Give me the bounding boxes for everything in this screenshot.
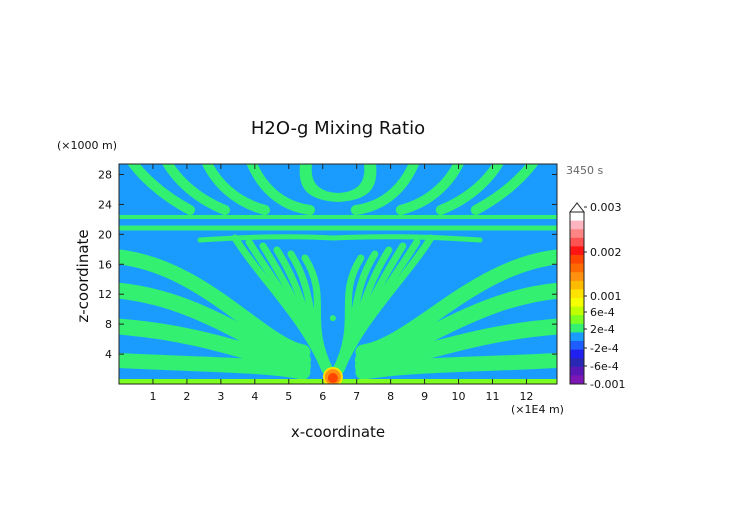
y-tick-label: 28 (98, 168, 112, 181)
x-tick-label: 2 (183, 390, 190, 403)
colorbar-swatch (570, 220, 584, 230)
colorbar-swatch (570, 358, 584, 368)
x-tick-label: 5 (285, 390, 292, 403)
colorbar-swatch (570, 366, 584, 376)
contour-band (127, 164, 195, 215)
x-tick-label: 1 (149, 390, 156, 403)
colorbar-label: 2e-4 (590, 323, 615, 336)
x-tick-label: 9 (421, 390, 428, 403)
source-plume (322, 367, 343, 384)
colorbar-swatch (570, 298, 584, 307)
x-unit-label: (×1E4 m) (511, 403, 564, 416)
contour-band (311, 164, 365, 193)
y-tick-label: 16 (98, 258, 112, 271)
colorbar-swatch (570, 263, 584, 273)
contour-band (332, 254, 365, 374)
plot-frame (118, 163, 558, 385)
plume-contour (327, 373, 338, 383)
colorbar-label: 6e-4 (590, 306, 615, 319)
x-tick-label: 3 (217, 390, 224, 403)
contour-band (355, 249, 557, 360)
contour-band (201, 164, 270, 215)
colorbar-swatch (570, 306, 584, 316)
colorbar-swatch (570, 341, 584, 350)
y-tick-label: 20 (98, 228, 112, 241)
x-axis: 1 2 3 4 5 6 7 8 9 10 11 12 (149, 164, 533, 403)
colorbar-swatch (570, 246, 584, 256)
colorbar-swatch (570, 280, 584, 290)
colorbar-swatch (570, 212, 584, 221)
contour-band (162, 164, 230, 215)
colorbar-label: 0.001 (590, 290, 622, 303)
x-tick-label: 7 (353, 390, 360, 403)
y-tick-label: 8 (105, 318, 112, 331)
colorbar-swatch (570, 229, 584, 239)
colorbar-label: -6e-4 (590, 360, 619, 373)
colorbar-label: 0.002 (590, 246, 622, 259)
x-tick-label: 6 (319, 390, 326, 403)
x-tick-label: 12 (519, 390, 533, 403)
x-tick-label: 4 (251, 390, 258, 403)
colorbar-swatch (570, 289, 584, 299)
contour-band (470, 164, 539, 215)
x-axis-label: x-coordinate (291, 423, 385, 441)
colorbar-label: -0.001 (590, 378, 625, 391)
contour-band (350, 164, 420, 215)
contour-band (197, 234, 483, 243)
y-axis: 4 8 12 16 20 24 28 (98, 168, 557, 361)
colorbar: 0.003 0.002 0.001 6e-4 2e-4 -2e-4 -6e-4 -0.001 (568, 201, 625, 391)
colorbar-label: -2e-4 (590, 342, 619, 355)
y-tick-label: 24 (98, 198, 112, 211)
colorbar-frame (569, 211, 585, 385)
plot-area (118, 163, 558, 385)
x-tick-label: 10 (452, 390, 466, 403)
y-tick-label: 4 (105, 348, 112, 361)
contour-band (435, 164, 504, 215)
x-tick-label: 8 (387, 390, 394, 403)
colorbar-swatch (570, 332, 584, 342)
x-tick-label: 11 (485, 390, 499, 403)
colorbar-swatch (570, 237, 584, 247)
colorbar-swatch (570, 315, 584, 325)
time-label: 3450 s (566, 164, 603, 177)
colorbar-swatch (570, 375, 584, 385)
colorbar-swatch (570, 272, 584, 282)
colorbar-arrow (568, 202, 586, 213)
y-unit-label: (×1000 m) (57, 139, 117, 152)
contour-band (354, 282, 557, 368)
colorbar-swatch (570, 349, 584, 359)
chart-title: H2O-g Mixing Ratio (251, 118, 425, 139)
contour-bands (119, 164, 557, 384)
contour-band (246, 164, 315, 215)
colorbar-swatch (570, 323, 584, 333)
contour-band (329, 315, 336, 322)
colorbar-label: 0.003 (590, 201, 622, 214)
y-axis-label: z-coordinate (74, 229, 92, 322)
contour-band (395, 164, 464, 215)
y-tick-label: 12 (98, 288, 112, 301)
contour-band (119, 249, 311, 360)
colorbar-swatch (570, 255, 584, 264)
contour-band (119, 282, 311, 368)
contour-band (301, 254, 334, 374)
